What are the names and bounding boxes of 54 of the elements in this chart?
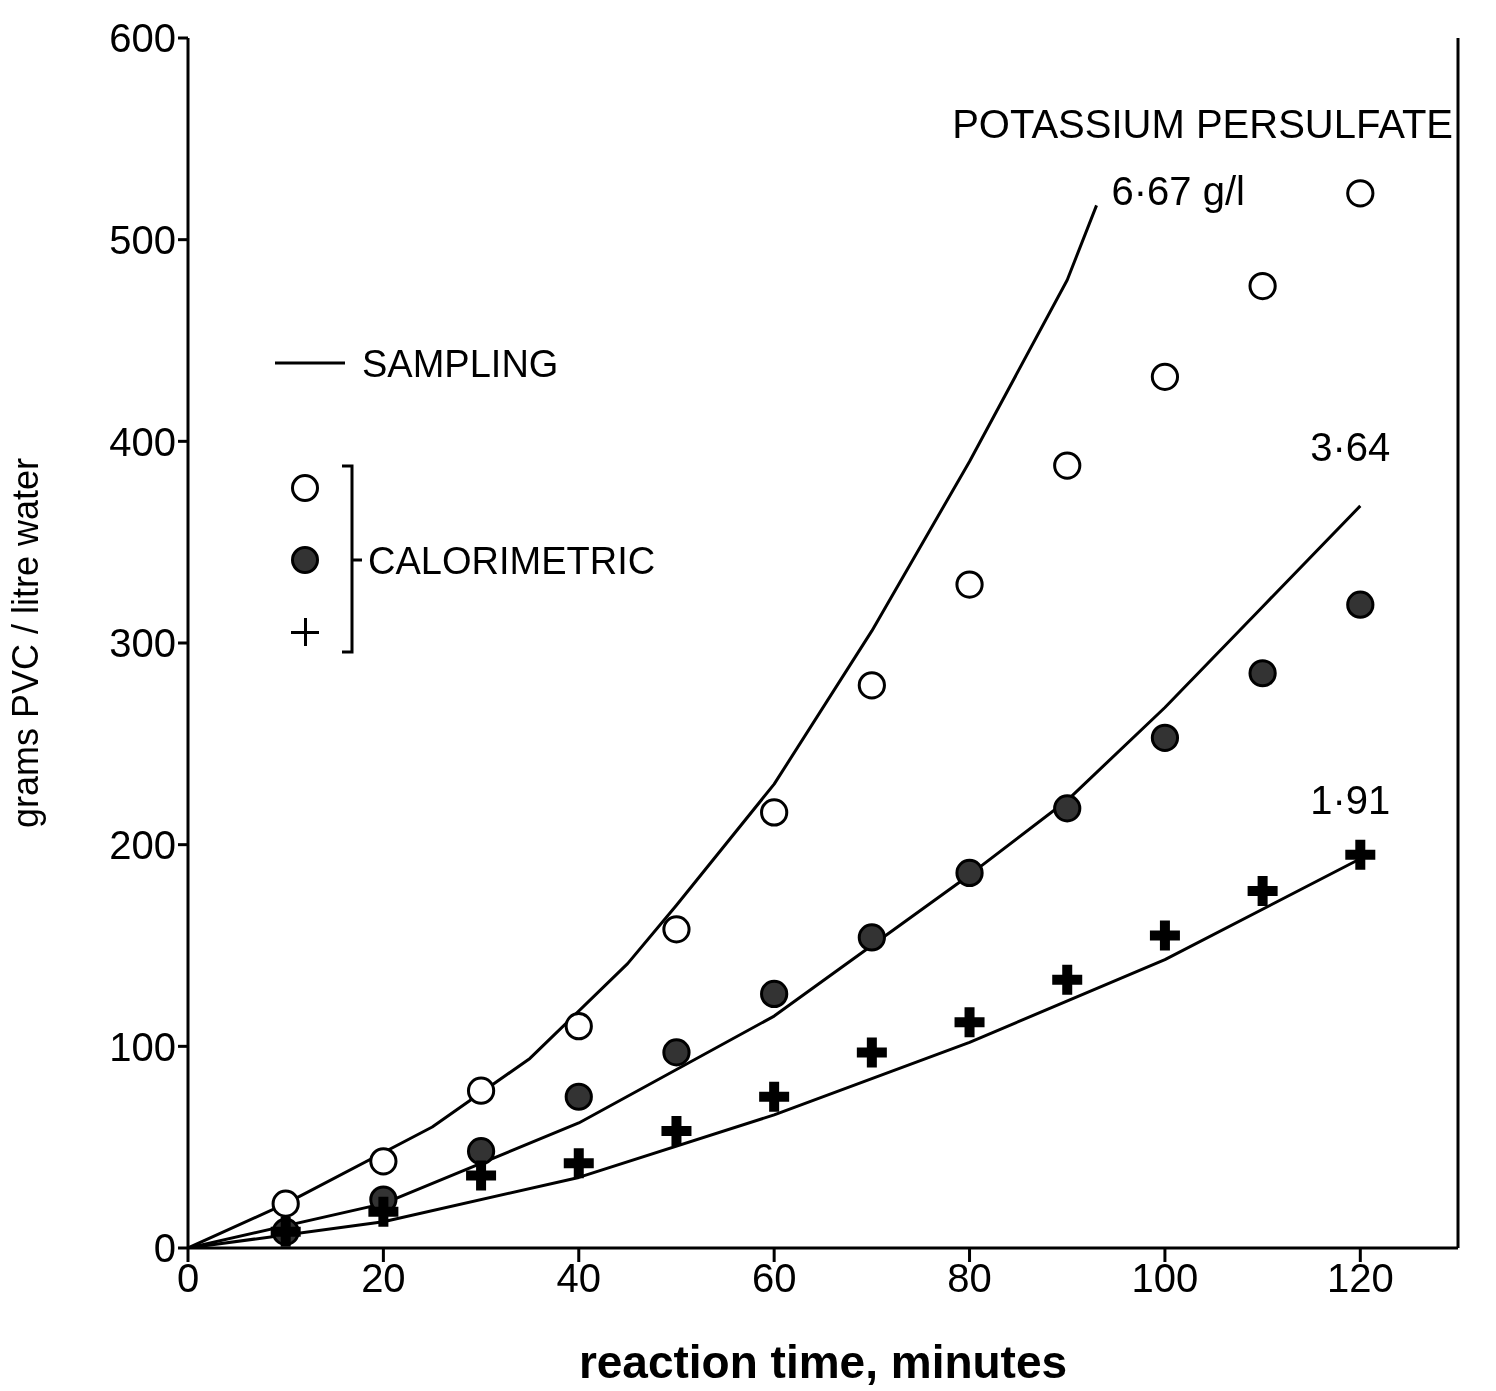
x-tick-label: 40	[556, 1256, 602, 1301]
x-tick-label: 60	[751, 1256, 797, 1301]
annotation: CALORIMETRIC	[368, 540, 656, 582]
point	[1346, 590, 1375, 619]
point	[856, 1037, 887, 1068]
point	[857, 671, 886, 700]
x-tick-label: 80	[947, 1256, 992, 1301]
point	[955, 858, 984, 887]
series-label: 6·67 g/l	[1111, 169, 1245, 214]
annotation: SAMPLING	[362, 343, 559, 385]
point	[1345, 839, 1376, 870]
point	[1053, 794, 1082, 823]
point	[563, 1148, 594, 1179]
x-tick-label: 120	[1326, 1256, 1394, 1301]
y-tick-label: 0	[153, 1226, 176, 1271]
point	[1150, 723, 1180, 752]
x-tick-label: 100	[1131, 1256, 1199, 1301]
y-tick-label: 600	[109, 16, 176, 61]
point	[1248, 659, 1277, 688]
x-axis-title: reaction time, minutes	[578, 1336, 1068, 1388]
point	[1248, 271, 1277, 301]
point	[466, 1160, 497, 1191]
point	[466, 1137, 496, 1166]
point	[759, 1081, 790, 1112]
y-tick-label: 200	[109, 822, 176, 867]
point	[954, 1007, 985, 1038]
y-tick-label: 400	[109, 419, 176, 464]
annotation: POTASSIUM PERSULFATE	[952, 102, 1453, 146]
y-tick-label: 500	[109, 217, 176, 262]
point	[368, 1196, 399, 1227]
point	[1247, 876, 1278, 907]
point	[1149, 920, 1180, 951]
point	[760, 798, 789, 827]
point	[662, 1038, 691, 1067]
point	[857, 923, 886, 952]
point	[760, 979, 789, 1008]
point	[564, 1082, 593, 1111]
series-label: 1·91	[1310, 777, 1391, 822]
point	[466, 1076, 496, 1105]
point	[661, 1116, 692, 1147]
point	[1053, 451, 1082, 480]
point	[1052, 964, 1083, 995]
x-tick-label: 20	[361, 1256, 406, 1301]
series-label: 3·64	[1310, 424, 1391, 469]
point	[369, 1147, 398, 1176]
point	[1150, 362, 1180, 391]
y-tick-label: 300	[109, 621, 176, 666]
point	[1346, 179, 1375, 208]
y-axis-title: grams PVC / litre water	[5, 457, 46, 829]
point	[564, 1012, 593, 1041]
point	[662, 915, 691, 944]
y-tick-label: 100	[109, 1024, 176, 1069]
point	[955, 570, 984, 599]
point	[271, 1189, 300, 1218]
